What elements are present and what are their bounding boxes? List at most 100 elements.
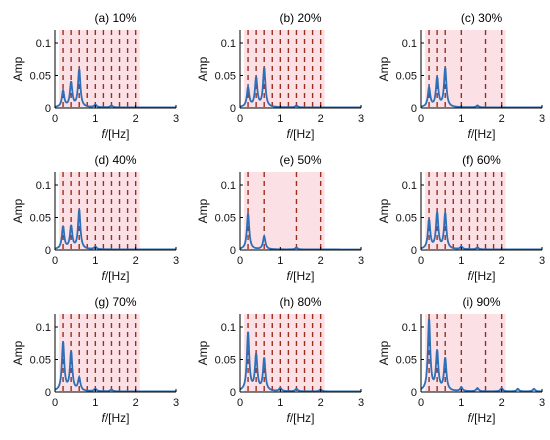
x-tick-label: 3 [173, 397, 179, 409]
x-tick-label: 2 [133, 113, 139, 125]
data-point [427, 319, 431, 322]
chart-title: (c) 30% [461, 11, 503, 25]
x-tick-label: 3 [173, 113, 179, 125]
x-axis-label: f/[Hz] [101, 269, 129, 283]
data-point [263, 67, 266, 71]
x-axis-label: f/[Hz] [467, 127, 495, 141]
x-tick-label: 2 [499, 255, 505, 267]
x-tick-label: 0 [52, 113, 58, 125]
x-tick-label: 3 [539, 113, 545, 125]
chart-title: (e) 50% [279, 153, 321, 167]
x-tick-label: 0 [237, 397, 243, 409]
x-axis-label: f/[Hz] [467, 269, 495, 283]
data-point [254, 77, 258, 80]
data-point [476, 104, 479, 108]
chart-panel-3: 0 1 2 3 0 0.05 0.1 (c) 30% Amp f/[Hz] [377, 11, 545, 141]
chart-panel-1: 0 1 2 3 0 0.05 0.1 (a) 10% Amp f/[Hz] [11, 11, 179, 141]
data-point [476, 246, 479, 250]
y-tick-label: 0.1 [221, 38, 236, 50]
chart-title: (h) 80% [279, 295, 321, 309]
data-point [476, 387, 479, 390]
y-tick-label: 0.1 [221, 180, 236, 192]
chart-title: (i) 90% [462, 295, 500, 309]
highlight-band [244, 172, 325, 250]
y-axis-label: Amp [377, 56, 391, 81]
data-point [295, 388, 298, 391]
data-point [295, 246, 298, 250]
x-tick-label: 0 [52, 255, 58, 267]
y-axis-label: Amp [11, 340, 25, 365]
x-tick-label: 1 [92, 255, 98, 267]
data-point [61, 226, 65, 229]
y-axis-label: Amp [196, 56, 210, 81]
highlight-band [425, 172, 506, 250]
y-tick-label: 0 [230, 245, 236, 257]
series-line [54, 209, 176, 251]
data-point [532, 388, 536, 391]
y-axis-label: Amp [196, 340, 210, 365]
x-tick-label: 1 [92, 113, 98, 125]
series-line [54, 341, 176, 393]
data-point [427, 87, 431, 90]
x-axis-label: f/[Hz] [101, 411, 129, 425]
data-point [78, 377, 81, 381]
x-axis-label: f/[Hz] [286, 411, 314, 425]
y-tick-label: 0.1 [36, 180, 51, 192]
data-point [263, 358, 266, 361]
chart-panel-9: 0 1 2 3 0 0.05 0.1 (i) 90% Amp f/[Hz] [377, 295, 545, 425]
x-tick-label: 3 [358, 113, 364, 125]
data-point [110, 104, 113, 108]
series-line [420, 67, 542, 109]
data-point [61, 90, 65, 93]
chart-title: (g) 70% [94, 295, 136, 309]
series-line [239, 331, 361, 393]
chart-panel-7: 0 1 2 3 0 0.05 0.1 (g) 70% Amp f/[Hz] [11, 295, 179, 425]
x-tick-label: 0 [237, 255, 243, 267]
data-point [435, 351, 439, 355]
y-tick-label: 0.05 [30, 213, 51, 225]
y-tick-label: 0.1 [36, 38, 51, 50]
x-tick-label: 2 [133, 255, 139, 267]
x-tick-label: 0 [418, 113, 424, 125]
y-tick-label: 0 [411, 387, 417, 399]
data-point [69, 226, 73, 229]
y-tick-label: 0.05 [396, 213, 417, 225]
data-point [444, 67, 447, 71]
y-tick-label: 0 [230, 387, 236, 399]
x-tick-label: 0 [237, 113, 243, 125]
chart-panel-6: 0 1 2 3 0 0.05 0.1 (f) 60% Amp f/[Hz] [377, 153, 545, 283]
chart-panel-5: 0 1 2 3 0 0.05 0.1 (e) 50% Amp f/[Hz] [196, 153, 364, 283]
y-tick-label: 0.05 [215, 355, 236, 367]
data-point [246, 332, 250, 335]
x-tick-label: 2 [318, 397, 324, 409]
y-tick-label: 0.05 [396, 71, 417, 83]
y-tick-label: 0.1 [221, 322, 236, 334]
chart-title: (a) 10% [94, 11, 136, 25]
y-axis-label: Amp [11, 198, 25, 223]
x-tick-label: 0 [418, 397, 424, 409]
x-tick-label: 1 [458, 255, 464, 267]
data-point [69, 351, 73, 355]
x-axis-label: f/[Hz] [286, 269, 314, 283]
y-tick-label: 0.05 [396, 355, 417, 367]
x-tick-label: 2 [133, 397, 139, 409]
series-line [420, 318, 543, 393]
y-tick-label: 0 [411, 245, 417, 257]
series-line [239, 67, 361, 109]
y-tick-label: 0.1 [402, 180, 417, 192]
y-tick-label: 0 [45, 103, 51, 115]
highlight-band [244, 314, 325, 392]
data-point [246, 87, 250, 90]
data-point [279, 387, 282, 390]
series-line [239, 213, 361, 251]
y-tick-label: 0 [45, 245, 51, 257]
data-point [295, 104, 298, 108]
chart-title: (b) 20% [279, 11, 321, 25]
highlight-band [59, 314, 140, 392]
x-tick-label: 2 [318, 113, 324, 125]
data-point [435, 77, 439, 80]
data-point [516, 388, 519, 391]
y-tick-label: 0 [411, 103, 417, 115]
x-tick-label: 0 [418, 255, 424, 267]
